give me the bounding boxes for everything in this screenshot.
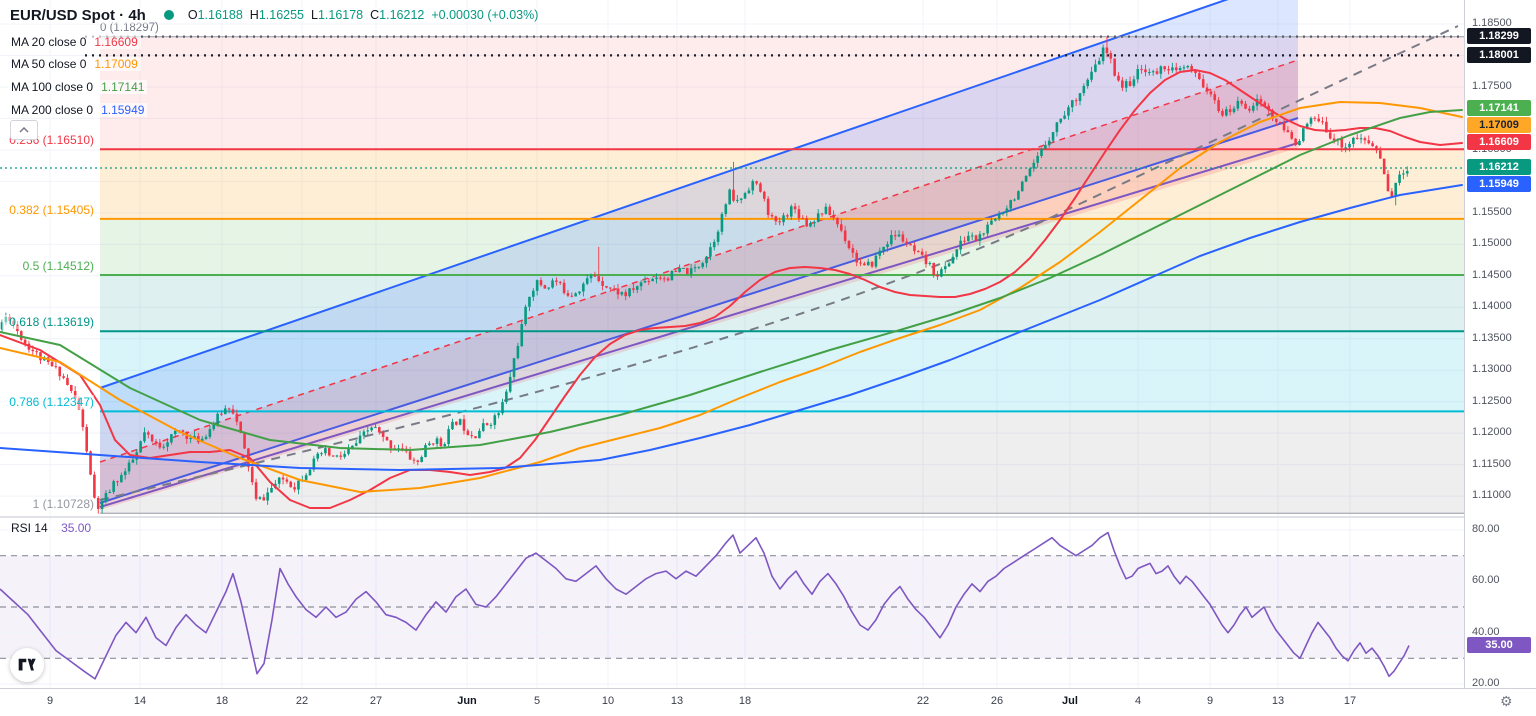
- ma-50-line: [0, 101, 1463, 493]
- candles: [0, 36, 1409, 514]
- time-label: Jun: [457, 695, 477, 707]
- price-badge: 1.15949: [1467, 176, 1531, 192]
- price-tick: 1.15500: [1472, 205, 1512, 218]
- fib-level-label: 1 (1.10728): [2, 497, 94, 512]
- red-channel: [100, 60, 1298, 510]
- price-tick: 1.13500: [1472, 331, 1512, 344]
- blue-channel: [100, 0, 1298, 503]
- rsi-value-badge: 35.00: [1467, 637, 1531, 653]
- price-tick: 1.11500: [1472, 457, 1511, 470]
- rsi-pane[interactable]: [0, 529, 1464, 685]
- rsi-value: 35.00: [61, 521, 92, 535]
- fib-band: [100, 331, 1464, 412]
- price-tick: 1.17500: [1472, 79, 1512, 92]
- ma-100-line: [0, 109, 1463, 451]
- time-label: 18: [738, 695, 752, 707]
- rsi-tick: 20.00: [1472, 677, 1500, 689]
- fib-level-label: 0.382 (1.15405): [2, 202, 94, 217]
- time-axis[interactable]: ⚙ 9 14 18 22 27 Jun 5 10 13 18 22 26 Jul 4 9 13 17: [0, 688, 1536, 716]
- rsi-period: 14: [34, 521, 48, 535]
- time-label: 22: [295, 695, 309, 707]
- ma-20-line: [0, 69, 1463, 509]
- price-badge: 1.17141: [1467, 100, 1531, 116]
- fib-band: [100, 36, 1464, 150]
- fib-band: [100, 218, 1464, 276]
- price-tick: 1.14500: [1472, 268, 1512, 281]
- time-label: 4: [1134, 695, 1142, 707]
- tradingview-logo-icon: [18, 658, 36, 671]
- rsi-tick: 40.00: [1472, 625, 1500, 638]
- time-label: 17: [1343, 695, 1357, 707]
- plot-area[interactable]: [0, 0, 1464, 688]
- gear-icon[interactable]: ⚙: [1500, 693, 1513, 709]
- time-label: 22: [916, 695, 930, 707]
- price-tick: 1.14000: [1472, 300, 1512, 313]
- price-tick: 1.12500: [1472, 394, 1512, 407]
- price-tick: 1.13000: [1472, 363, 1512, 376]
- rsi-tick: 60.00: [1472, 574, 1500, 587]
- price-badge: 1.17009: [1467, 117, 1531, 133]
- price-badge: 1.16212: [1467, 159, 1531, 175]
- time-label: 10: [601, 695, 615, 707]
- price-badge: 1.16609: [1467, 134, 1531, 150]
- chevron-up-icon: [19, 127, 29, 133]
- time-label: 9: [1206, 695, 1214, 707]
- fib-level-label: 0 (1.18297): [100, 22, 159, 34]
- rsi-legend-row[interactable]: RSI 14 35.00: [8, 521, 95, 535]
- time-label: 13: [670, 695, 684, 707]
- tradingview-logo[interactable]: [10, 648, 44, 682]
- time-label: 13: [1271, 695, 1285, 707]
- fib-level-label: 0.618 (1.13619): [2, 315, 94, 330]
- time-label: 5: [533, 695, 541, 707]
- rsi-tick: 80.00: [1472, 523, 1500, 535]
- price-badge: 1.18299: [1467, 28, 1531, 44]
- time-label: 27: [369, 695, 383, 707]
- grid-lines: [0, 0, 1464, 688]
- rsi-line: [0, 531, 1410, 680]
- fib-level-label: 0.5 (1.14512): [2, 259, 94, 274]
- price-tick: 1.12000: [1472, 426, 1512, 439]
- price-badge: 1.18001: [1467, 47, 1531, 63]
- rsi-name: RSI: [11, 521, 32, 535]
- time-label: 26: [990, 695, 1004, 707]
- legend-collapse-button[interactable]: [10, 120, 38, 140]
- ma-200-line: [0, 184, 1463, 471]
- time-label: Jul: [1062, 695, 1078, 707]
- price-tick: 1.15000: [1472, 237, 1512, 250]
- price-pane[interactable]: [0, 0, 1464, 514]
- fib-band: [100, 411, 1464, 514]
- fib-level-label: 0.786 (1.12347): [2, 395, 94, 410]
- time-label: 14: [133, 695, 147, 707]
- time-label: 18: [215, 695, 229, 707]
- price-tick: 1.18500: [1472, 17, 1512, 29]
- price-axis[interactable]: 1.185001.175001.165001.155001.150001.145…: [1464, 0, 1536, 689]
- time-label: 9: [46, 695, 54, 707]
- price-tick: 1.11000: [1472, 489, 1511, 502]
